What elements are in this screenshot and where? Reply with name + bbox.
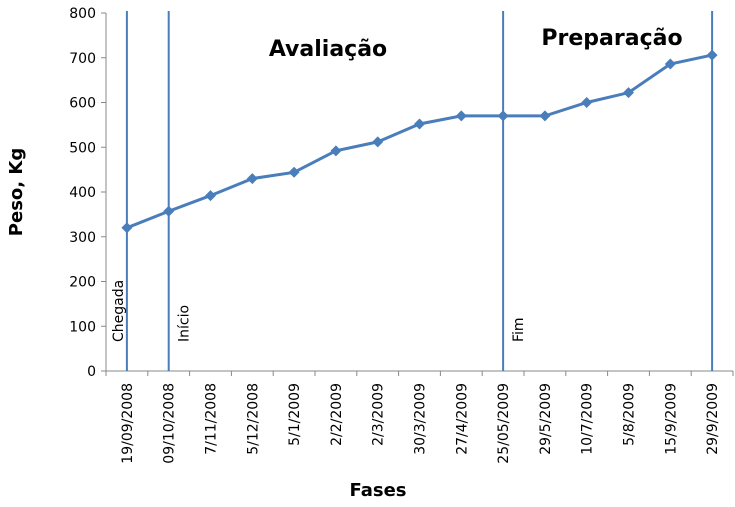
point [664, 58, 676, 70]
point [288, 166, 300, 178]
point [205, 190, 216, 202]
point [539, 110, 551, 122]
x-tick-label: 29/5/2009 [538, 383, 554, 455]
region-label: Preparação [541, 26, 682, 51]
x-tick-label: 27/4/2009 [454, 383, 470, 455]
region-label: Avaliação [269, 37, 387, 62]
x-tick-label: 19/09/2008 [120, 383, 136, 464]
x-tick-label: 7/11/2008 [204, 383, 220, 455]
y-tick-label: 600 [69, 96, 96, 112]
x-tick-label: 5/1/2009 [287, 383, 303, 446]
y-tick-label: 700 [69, 51, 96, 67]
point [497, 110, 509, 122]
y-tick-label: 300 [69, 230, 96, 246]
phase-label: Fim [511, 317, 527, 342]
point [581, 97, 593, 108]
y-tick-label: 0 [87, 364, 96, 380]
point [706, 49, 718, 61]
point [121, 222, 133, 234]
point [372, 136, 384, 148]
point [455, 110, 467, 122]
point [163, 205, 175, 217]
x-tick-label: 2/3/2009 [371, 383, 387, 446]
y-tick-label: 500 [69, 140, 96, 156]
x-tick-label: 5/8/2009 [622, 383, 638, 446]
y-tick-label: 200 [69, 275, 96, 291]
y-tick-label: 100 [69, 319, 96, 335]
y-tick-label: 400 [69, 185, 96, 201]
x-tick-label: 09/10/2008 [162, 383, 178, 464]
y-axis-label: Peso, Kg [6, 148, 27, 236]
x-tick-label: 5/12/2008 [245, 383, 261, 455]
point [414, 118, 425, 130]
phase-label: Chegada [111, 280, 127, 342]
x-tick-label: 30/3/2009 [413, 383, 429, 455]
point [330, 145, 342, 157]
x-tick-label: 2/2/2009 [329, 383, 345, 446]
point [623, 87, 634, 99]
x-tick-label: 15/9/2009 [663, 383, 679, 455]
point [246, 173, 258, 185]
series-line [126, 53, 713, 230]
x-tick-label: 29/9/2009 [705, 383, 721, 455]
x-axis-label: Fases [349, 480, 406, 501]
phase-label: Início [177, 305, 193, 342]
x-tick-label: 10/7/2009 [580, 383, 596, 455]
y-tick-label: 800 [69, 6, 96, 22]
x-tick-label: 25/05/2009 [496, 383, 512, 464]
